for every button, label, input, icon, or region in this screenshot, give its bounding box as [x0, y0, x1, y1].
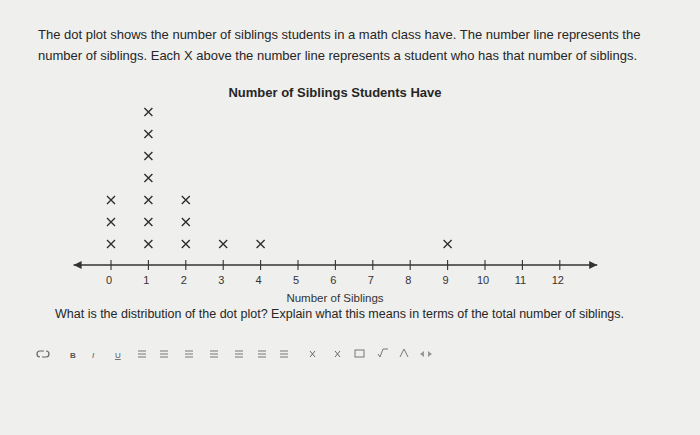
- marks: [107, 108, 452, 248]
- x-marker: [144, 152, 152, 160]
- x-label: Number of Siblings: [286, 292, 383, 304]
- font-icon[interactable]: [400, 349, 408, 357]
- tick-label: 11: [515, 274, 526, 286]
- axis-arrow: [74, 261, 82, 269]
- image-icon[interactable]: [355, 350, 364, 357]
- icon-line: [210, 354, 218, 355]
- x-marker: [182, 240, 190, 248]
- tick: [335, 260, 336, 270]
- toolbar-icon[interactable]: [235, 351, 243, 357]
- toolbar-button[interactable]: U: [115, 351, 121, 360]
- icon-line: [160, 351, 168, 352]
- x-marker: [144, 130, 152, 138]
- icon-line: [258, 357, 266, 358]
- tick: [522, 260, 523, 270]
- icon-line: [258, 351, 266, 352]
- icon-line: [138, 357, 146, 358]
- x-marker: [444, 240, 452, 248]
- tick: [223, 260, 224, 270]
- icon-line: [280, 357, 288, 358]
- toolbar-button[interactable]: I: [92, 351, 95, 360]
- axis-arrow: [589, 261, 597, 269]
- tick-label: 10: [477, 274, 489, 286]
- question: What is the distribution of the dot plot…: [55, 307, 695, 321]
- icon-line: [258, 354, 266, 355]
- dot-column: [182, 196, 190, 248]
- tick-label: 2: [181, 274, 187, 286]
- icon-line: [235, 357, 243, 358]
- tick-label: 5: [293, 274, 299, 286]
- tick-label: 9: [443, 274, 449, 286]
- x-marker: [257, 240, 265, 248]
- icon-line: [160, 354, 168, 355]
- x-marker: [107, 240, 115, 248]
- x-marker: [144, 196, 152, 204]
- icon-line: [185, 354, 193, 355]
- icon-line: [280, 354, 288, 355]
- toolbar-icon[interactable]: [210, 351, 218, 357]
- tick-label: 7: [368, 274, 374, 286]
- x-marker: [144, 108, 152, 116]
- tick-label: 3: [218, 274, 224, 286]
- tick-label: 8: [405, 274, 411, 286]
- toolbar-icon[interactable]: [138, 351, 146, 357]
- undo-redo-icon[interactable]: [420, 351, 432, 357]
- dot-column: [107, 196, 115, 248]
- dot-column: [219, 240, 227, 248]
- icon-line: [210, 351, 218, 352]
- tick: [260, 260, 261, 270]
- title: Number of Siblings Students Have: [228, 85, 441, 100]
- x-marker: [144, 174, 152, 182]
- x-marker: [219, 240, 227, 248]
- toolbar-icon[interactable]: [280, 351, 288, 357]
- tick-label: 0: [106, 274, 112, 286]
- icon-line: [280, 351, 288, 352]
- tick: [484, 260, 485, 270]
- tick: [110, 260, 111, 270]
- icon-line: [210, 357, 218, 358]
- tick: [447, 260, 448, 270]
- x-marker: [144, 240, 152, 248]
- link-icon: [37, 351, 49, 357]
- x-marker: [107, 196, 115, 204]
- tick-label: 6: [330, 274, 336, 286]
- toolbar: BIU: [37, 349, 432, 360]
- icon-line: [185, 357, 193, 358]
- toolbar-button[interactable]: B: [70, 351, 76, 360]
- math-icon[interactable]: [378, 349, 388, 357]
- icon-line: [235, 354, 243, 355]
- dot-column: [444, 240, 452, 248]
- toolbar-icon[interactable]: [258, 351, 266, 357]
- tick-label: 12: [552, 274, 564, 286]
- icon-line: [138, 354, 146, 355]
- icon-line: [235, 351, 243, 352]
- chart: Number of Siblings Students Have01234567…: [0, 0, 700, 435]
- tick: [297, 260, 298, 270]
- script-icon[interactable]: [335, 351, 340, 357]
- icon-line: [185, 351, 193, 352]
- tick: [372, 260, 373, 270]
- dot-column: [257, 240, 265, 248]
- tick-label: 4: [256, 274, 262, 286]
- toolbar-icon[interactable]: [185, 351, 193, 357]
- icon-line: [138, 351, 146, 352]
- script-icon[interactable]: [310, 351, 315, 357]
- x-marker: [182, 218, 190, 226]
- x-marker: [107, 218, 115, 226]
- prompt: The dot plot shows the number of sibling…: [38, 24, 683, 66]
- tick: [148, 260, 149, 270]
- tick-label: 1: [143, 274, 149, 286]
- x-marker: [144, 218, 152, 226]
- x-marker: [182, 196, 190, 204]
- icon-line: [160, 357, 168, 358]
- toolbar-icon[interactable]: [160, 351, 168, 357]
- tick: [185, 260, 186, 270]
- tick: [410, 260, 411, 270]
- tick: [559, 260, 560, 270]
- dot-column: [144, 108, 152, 248]
